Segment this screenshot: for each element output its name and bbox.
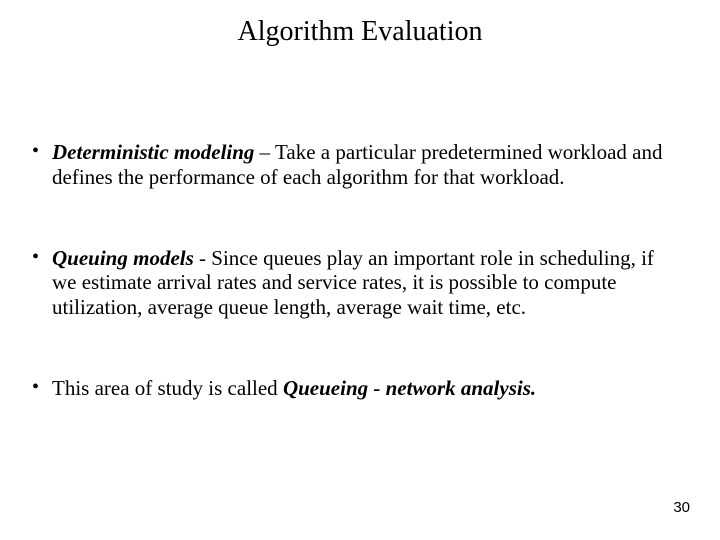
- bullet-dot-icon: •: [30, 376, 52, 400]
- bullet-term: Queueing - network analysis.: [283, 376, 536, 400]
- bullet-sep: -: [194, 246, 212, 270]
- bullet-term: Deterministic modeling: [52, 140, 254, 164]
- bullet-item: • Queuing models - Since queues play an …: [30, 246, 680, 320]
- slide: Algorithm Evaluation • Deterministic mod…: [0, 0, 720, 540]
- bullet-dot-icon: •: [30, 246, 52, 270]
- bullet-text: This area of study is called Queueing - …: [52, 376, 680, 401]
- page-number: 30: [673, 499, 690, 516]
- bullet-pre: This area of study is called: [52, 376, 283, 400]
- bullet-text: Queuing models - Since queues play an im…: [52, 246, 680, 320]
- bullet-dot-icon: •: [30, 140, 52, 164]
- bullet-sep: –: [254, 140, 275, 164]
- bullet-item: • This area of study is called Queueing …: [30, 376, 680, 401]
- slide-body: • Deterministic modeling – Take a partic…: [30, 140, 680, 401]
- slide-title: Algorithm Evaluation: [0, 16, 720, 48]
- bullet-text: Deterministic modeling – Take a particul…: [52, 140, 680, 190]
- bullet-item: • Deterministic modeling – Take a partic…: [30, 140, 680, 190]
- bullet-term: Queuing models: [52, 246, 194, 270]
